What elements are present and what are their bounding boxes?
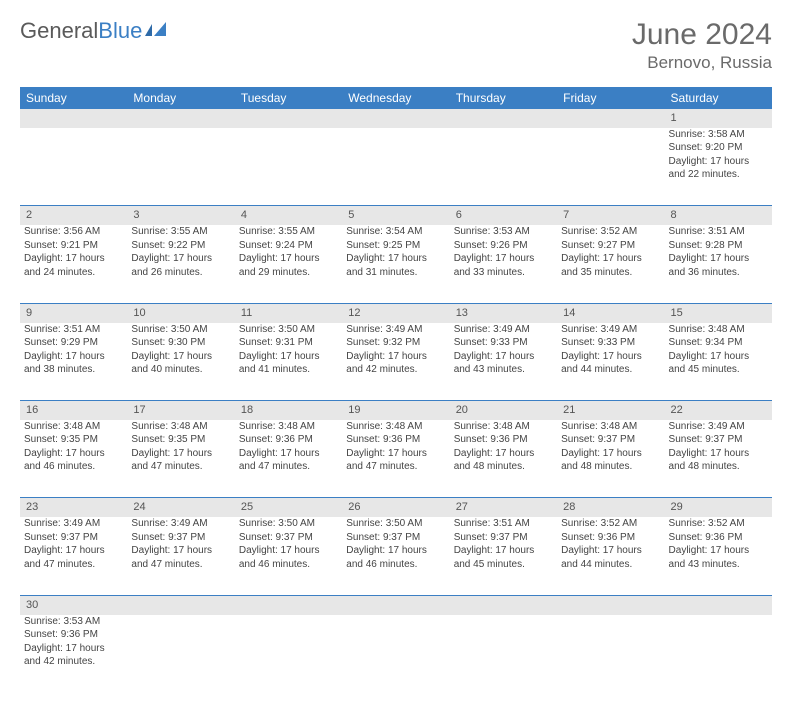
empty-cell	[450, 128, 557, 206]
day-cell: Sunrise: 3:49 AMSunset: 9:33 PMDaylight:…	[450, 323, 557, 401]
day-cell: Sunrise: 3:49 AMSunset: 9:37 PMDaylight:…	[20, 517, 127, 595]
col-header-saturday: Saturday	[665, 87, 772, 109]
day-number: 10	[127, 304, 234, 323]
empty-cell	[342, 128, 449, 206]
day-cell: Sunrise: 3:50 AMSunset: 9:37 PMDaylight:…	[235, 517, 342, 595]
empty-cell	[450, 615, 557, 693]
day-cell: Sunrise: 3:48 AMSunset: 9:37 PMDaylight:…	[557, 420, 664, 498]
day-number: 2	[20, 206, 127, 225]
day-number: 27	[450, 498, 557, 517]
col-header-friday: Friday	[557, 87, 664, 109]
title-block: June 2024 Bernovo, Russia	[632, 18, 772, 73]
empty-cell	[235, 128, 342, 206]
col-header-monday: Monday	[127, 87, 234, 109]
day-number: 4	[235, 206, 342, 225]
day-number: 28	[557, 498, 664, 517]
day-cell: Sunrise: 3:54 AMSunset: 9:25 PMDaylight:…	[342, 225, 449, 303]
day-number: 17	[127, 401, 234, 420]
col-header-sunday: Sunday	[20, 87, 127, 109]
day-cell: Sunrise: 3:55 AMSunset: 9:24 PMDaylight:…	[235, 225, 342, 303]
logo-sail-icon	[145, 20, 167, 36]
calendar-body: 1Sunrise: 3:58 AMSunset: 9:20 PMDaylight…	[20, 109, 772, 693]
day-number: 14	[557, 304, 664, 323]
day-number: 12	[342, 304, 449, 323]
header: GeneralBlue June 2024 Bernovo, Russia	[20, 18, 772, 73]
empty-cell	[557, 615, 664, 693]
day-cell: Sunrise: 3:49 AMSunset: 9:37 PMDaylight:…	[127, 517, 234, 595]
day-cell: Sunrise: 3:53 AMSunset: 9:36 PMDaylight:…	[20, 615, 127, 693]
logo-text-general: General	[20, 18, 98, 44]
day-cell: Sunrise: 3:48 AMSunset: 9:36 PMDaylight:…	[342, 420, 449, 498]
day-number: 19	[342, 401, 449, 420]
day-number: 20	[450, 401, 557, 420]
day-cell: Sunrise: 3:48 AMSunset: 9:35 PMDaylight:…	[20, 420, 127, 498]
empty-cell	[235, 615, 342, 693]
day-number: 21	[557, 401, 664, 420]
day-cell: Sunrise: 3:50 AMSunset: 9:31 PMDaylight:…	[235, 323, 342, 401]
calendar-table: SundayMondayTuesdayWednesdayThursdayFrid…	[20, 87, 772, 693]
day-number: 25	[235, 498, 342, 517]
day-number: 1	[665, 109, 772, 128]
day-number: 9	[20, 304, 127, 323]
col-header-wednesday: Wednesday	[342, 87, 449, 109]
day-cell: Sunrise: 3:51 AMSunset: 9:37 PMDaylight:…	[450, 517, 557, 595]
day-number: 18	[235, 401, 342, 420]
day-cell: Sunrise: 3:50 AMSunset: 9:37 PMDaylight:…	[342, 517, 449, 595]
location: Bernovo, Russia	[632, 53, 772, 73]
day-number: 7	[557, 206, 664, 225]
day-cell: Sunrise: 3:48 AMSunset: 9:35 PMDaylight:…	[127, 420, 234, 498]
day-cell: Sunrise: 3:52 AMSunset: 9:36 PMDaylight:…	[557, 517, 664, 595]
empty-cell	[127, 128, 234, 206]
day-number: 8	[665, 206, 772, 225]
day-cell: Sunrise: 3:49 AMSunset: 9:37 PMDaylight:…	[665, 420, 772, 498]
empty-cell	[127, 615, 234, 693]
day-cell: Sunrise: 3:48 AMSunset: 9:36 PMDaylight:…	[450, 420, 557, 498]
day-number: 3	[127, 206, 234, 225]
empty-cell	[20, 128, 127, 206]
day-cell: Sunrise: 3:53 AMSunset: 9:26 PMDaylight:…	[450, 225, 557, 303]
empty-cell	[342, 615, 449, 693]
day-cell: Sunrise: 3:49 AMSunset: 9:33 PMDaylight:…	[557, 323, 664, 401]
calendar-head: SundayMondayTuesdayWednesdayThursdayFrid…	[20, 87, 772, 109]
empty-cell	[557, 128, 664, 206]
day-cell: Sunrise: 3:48 AMSunset: 9:34 PMDaylight:…	[665, 323, 772, 401]
day-number: 16	[20, 401, 127, 420]
day-number: 22	[665, 401, 772, 420]
day-cell: Sunrise: 3:52 AMSunset: 9:36 PMDaylight:…	[665, 517, 772, 595]
day-number: 5	[342, 206, 449, 225]
logo: GeneralBlue	[20, 18, 167, 44]
day-cell: Sunrise: 3:51 AMSunset: 9:28 PMDaylight:…	[665, 225, 772, 303]
day-number: 24	[127, 498, 234, 517]
day-cell: Sunrise: 3:50 AMSunset: 9:30 PMDaylight:…	[127, 323, 234, 401]
logo-text-blue: Blue	[98, 18, 142, 44]
day-cell: Sunrise: 3:48 AMSunset: 9:36 PMDaylight:…	[235, 420, 342, 498]
day-cell: Sunrise: 3:51 AMSunset: 9:29 PMDaylight:…	[20, 323, 127, 401]
col-header-tuesday: Tuesday	[235, 87, 342, 109]
day-cell: Sunrise: 3:52 AMSunset: 9:27 PMDaylight:…	[557, 225, 664, 303]
day-cell: Sunrise: 3:55 AMSunset: 9:22 PMDaylight:…	[127, 225, 234, 303]
month-title: June 2024	[632, 18, 772, 51]
empty-cell	[665, 615, 772, 693]
day-number: 26	[342, 498, 449, 517]
day-number: 13	[450, 304, 557, 323]
day-number: 23	[20, 498, 127, 517]
day-cell: Sunrise: 3:49 AMSunset: 9:32 PMDaylight:…	[342, 323, 449, 401]
day-cell: Sunrise: 3:56 AMSunset: 9:21 PMDaylight:…	[20, 225, 127, 303]
day-number: 29	[665, 498, 772, 517]
day-number: 15	[665, 304, 772, 323]
day-cell: Sunrise: 3:58 AMSunset: 9:20 PMDaylight:…	[665, 128, 772, 206]
col-header-thursday: Thursday	[450, 87, 557, 109]
day-number: 11	[235, 304, 342, 323]
day-number: 6	[450, 206, 557, 225]
